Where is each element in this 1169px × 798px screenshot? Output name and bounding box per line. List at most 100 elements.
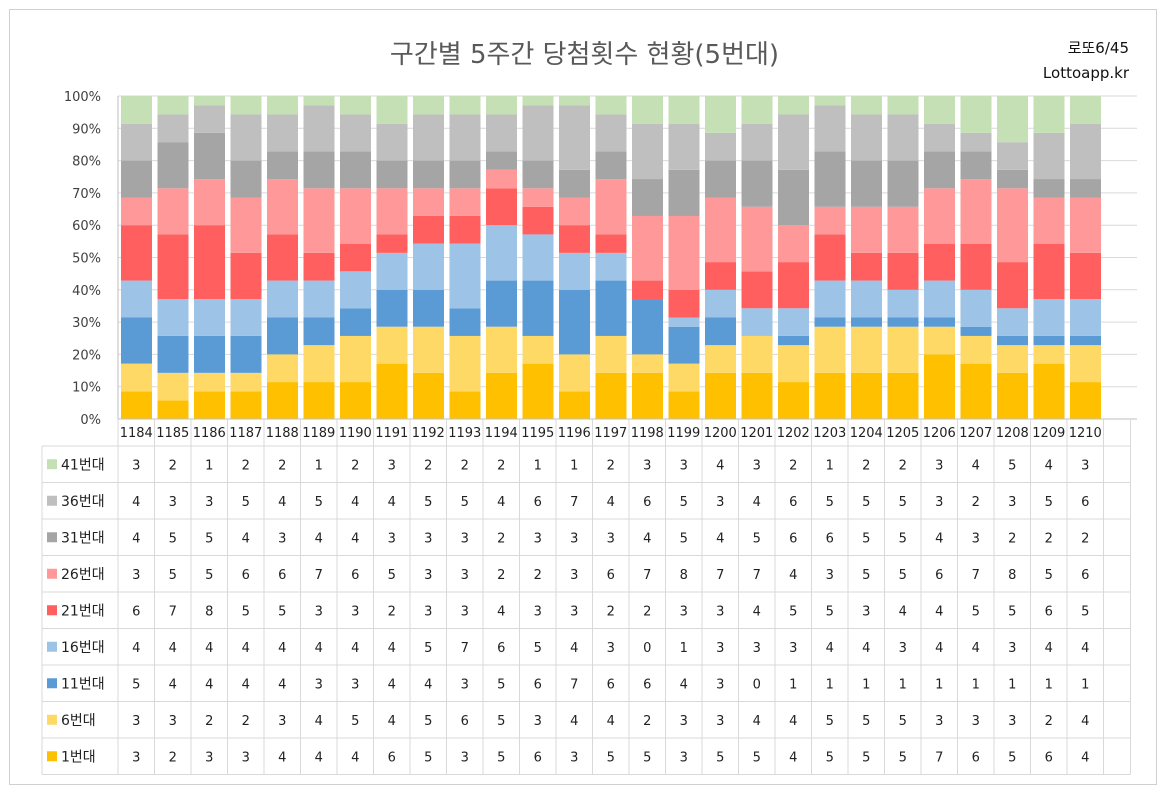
table-cell: 6 bbox=[534, 495, 542, 510]
table-cell: 4 bbox=[351, 495, 359, 510]
table-cell: 7 bbox=[643, 568, 651, 583]
bar-segment-1194-series-8 bbox=[486, 114, 517, 152]
bar-segment-1209-series-1 bbox=[1033, 363, 1065, 419]
table-cell: 1 bbox=[570, 458, 578, 473]
bar-segment-1196-series-3 bbox=[559, 289, 590, 355]
table-cell: 5 bbox=[753, 750, 761, 765]
table-cell: 3 bbox=[461, 677, 469, 692]
bar-segment-1199-series-1 bbox=[668, 391, 700, 419]
table-cell: 6 bbox=[789, 495, 797, 510]
bar-segment-1200-series-5 bbox=[705, 262, 736, 290]
table-cell: 5 bbox=[1008, 604, 1016, 619]
bar-segment-1194-series-4 bbox=[486, 225, 517, 281]
bar-segment-1204-series-8 bbox=[851, 114, 882, 161]
table-cell: 3 bbox=[716, 677, 724, 692]
table-cell: 3 bbox=[351, 677, 359, 692]
table-cell: 5 bbox=[1045, 495, 1053, 510]
table-cell: 4 bbox=[716, 458, 724, 473]
bar-segment-1196-series-5 bbox=[559, 225, 590, 253]
table-cell: 3 bbox=[680, 458, 688, 473]
y-tick-label: 30% bbox=[72, 316, 101, 331]
bar-segment-1207-series-8 bbox=[960, 132, 992, 152]
bar-segment-1185-series-1 bbox=[157, 400, 189, 419]
table-cell: 3 bbox=[169, 714, 177, 729]
legend-label: 41번대 bbox=[61, 457, 105, 473]
bar-segment-1197-series-8 bbox=[595, 114, 627, 152]
bar-segment-1207-series-2 bbox=[960, 335, 992, 364]
table-cell: 1 bbox=[826, 677, 834, 692]
bar-segment-1186-series-6 bbox=[194, 179, 225, 226]
bar-segment-1202-series-9 bbox=[778, 96, 809, 115]
table-cell: 4 bbox=[826, 641, 834, 656]
bar-segment-1188-series-9 bbox=[267, 96, 298, 115]
x-tick-label: 1189 bbox=[302, 426, 335, 441]
table-cell: 3 bbox=[680, 714, 688, 729]
bar-segment-1187-series-2 bbox=[230, 372, 262, 392]
x-tick-label: 1199 bbox=[667, 426, 700, 441]
bar-segment-1205-series-4 bbox=[887, 289, 919, 318]
table-cell: 5 bbox=[862, 750, 870, 765]
bar-segment-1195-series-1 bbox=[522, 363, 554, 419]
legend-swatch bbox=[47, 495, 57, 506]
bar-segment-1206-series-5 bbox=[924, 243, 955, 281]
table-cell: 1 bbox=[1045, 677, 1053, 692]
table-cell: 4 bbox=[753, 495, 761, 510]
bar-segment-1189-series-4 bbox=[303, 280, 335, 318]
bar-segment-1184-series-9 bbox=[121, 96, 152, 124]
bar-segment-1207-series-1 bbox=[960, 363, 992, 419]
table-cell: 2 bbox=[862, 458, 870, 473]
bar-segment-1202-series-8 bbox=[778, 114, 809, 170]
table-cell: 3 bbox=[680, 750, 688, 765]
table-cell: 2 bbox=[242, 458, 250, 473]
bar-segment-1208-series-9 bbox=[997, 96, 1028, 143]
bar-segment-1191-series-8 bbox=[376, 123, 408, 161]
table-cell: 5 bbox=[242, 604, 250, 619]
bar-segment-1210-series-8 bbox=[1070, 123, 1101, 180]
table-cell: 3 bbox=[935, 495, 943, 510]
bar-segment-1209-series-3 bbox=[1033, 335, 1065, 346]
bar-segment-1187-series-9 bbox=[230, 96, 262, 115]
bar-segment-1206-series-2 bbox=[924, 326, 955, 355]
table-cell: 4 bbox=[753, 604, 761, 619]
bar-segment-1197-series-6 bbox=[595, 179, 627, 235]
table-cell: 7 bbox=[169, 604, 177, 619]
x-tick-label: 1208 bbox=[996, 426, 1029, 441]
bar-segment-1197-series-3 bbox=[595, 280, 627, 336]
table-cell: 5 bbox=[205, 568, 213, 583]
table-cell: 4 bbox=[935, 531, 943, 546]
table-cell: 5 bbox=[789, 604, 797, 619]
table-cell: 1 bbox=[972, 677, 980, 692]
table-cell: 4 bbox=[315, 714, 323, 729]
x-tick-label: 1204 bbox=[850, 426, 883, 441]
table-cell: 5 bbox=[169, 531, 177, 546]
table-cell: 5 bbox=[497, 714, 505, 729]
bar-segment-1200-series-7 bbox=[705, 160, 736, 198]
bar-segment-1199-series-4 bbox=[668, 317, 700, 327]
table-cell: 6 bbox=[497, 641, 505, 656]
table-cell: 3 bbox=[862, 604, 870, 619]
table-cell: 5 bbox=[862, 531, 870, 546]
bar-segment-1188-series-1 bbox=[267, 382, 298, 419]
x-tick-label: 1187 bbox=[229, 426, 262, 441]
bar-segment-1196-series-2 bbox=[559, 354, 590, 392]
table-cell: 2 bbox=[789, 458, 797, 473]
table-cell: 5 bbox=[461, 495, 469, 510]
table-cell: 5 bbox=[497, 750, 505, 765]
bar-segment-1188-series-6 bbox=[267, 179, 298, 235]
table-cell: 4 bbox=[497, 604, 505, 619]
bar-segment-1194-series-2 bbox=[486, 326, 517, 373]
table-cell: 5 bbox=[643, 750, 651, 765]
table-cell: 3 bbox=[534, 714, 542, 729]
bar-segment-1203-series-8 bbox=[814, 105, 846, 152]
table-cell: 3 bbox=[278, 531, 286, 546]
bar-segment-1204-series-2 bbox=[851, 326, 882, 373]
bar-segment-1187-series-5 bbox=[230, 252, 262, 300]
table-cell: 4 bbox=[1081, 641, 1089, 656]
bar-segment-1192-series-9 bbox=[413, 96, 444, 115]
bar-segment-1192-series-5 bbox=[413, 215, 444, 244]
bar-segment-1208-series-6 bbox=[997, 188, 1028, 263]
table-cell: 2 bbox=[1008, 531, 1016, 546]
bar-segment-1199-series-2 bbox=[668, 363, 700, 392]
x-tick-label: 1186 bbox=[193, 426, 226, 441]
